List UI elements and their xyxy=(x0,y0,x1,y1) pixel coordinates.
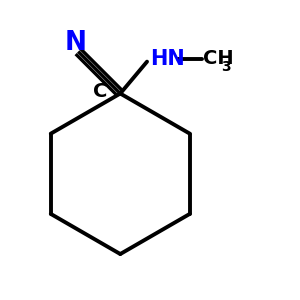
Text: HN: HN xyxy=(150,49,185,69)
Text: 3: 3 xyxy=(221,60,230,74)
Text: N: N xyxy=(64,30,86,56)
Text: C: C xyxy=(93,82,107,100)
Text: CH: CH xyxy=(203,49,234,68)
